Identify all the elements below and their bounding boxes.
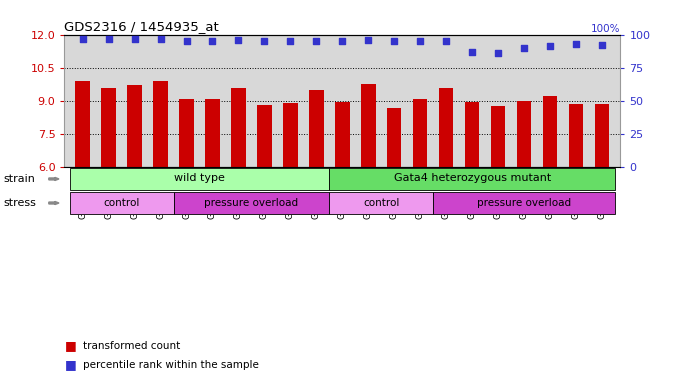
Bar [231, 88, 245, 167]
Point [155, 35, 166, 41]
Point [493, 50, 504, 56]
Text: GDS2316 / 1454935_at: GDS2316 / 1454935_at [64, 20, 219, 33]
Bar [127, 85, 142, 167]
Text: control: control [103, 197, 140, 207]
Bar [70, 192, 174, 214]
Point [571, 41, 582, 47]
Bar [283, 103, 298, 167]
Bar [258, 105, 272, 167]
Bar [330, 192, 433, 214]
Bar [361, 84, 376, 167]
Bar [330, 168, 615, 190]
Point [77, 35, 88, 41]
Text: transformed count: transformed count [83, 341, 180, 351]
Point [129, 35, 140, 41]
Bar [335, 102, 350, 167]
Text: percentile rank within the sample: percentile rank within the sample [83, 360, 259, 370]
Text: control: control [363, 197, 399, 207]
Point [285, 38, 296, 44]
Text: wild type: wild type [174, 174, 225, 184]
Bar [174, 192, 330, 214]
Bar [75, 81, 89, 167]
Point [311, 38, 322, 44]
Point [441, 38, 452, 44]
Bar [569, 104, 583, 167]
Bar [70, 168, 330, 190]
Point [103, 35, 114, 41]
Bar [439, 88, 454, 167]
Bar [387, 108, 401, 167]
Point [233, 37, 244, 43]
Bar [102, 88, 116, 167]
Bar [465, 102, 479, 167]
Point [519, 45, 530, 51]
Point [415, 38, 426, 44]
Bar [153, 81, 167, 167]
Point [363, 37, 374, 43]
Bar [205, 99, 220, 167]
Bar [309, 90, 323, 167]
Bar [491, 106, 505, 167]
Text: ■: ■ [64, 339, 76, 352]
Point [207, 38, 218, 44]
Point [389, 38, 400, 44]
Bar [413, 99, 427, 167]
Bar [595, 104, 610, 167]
Point [259, 38, 270, 44]
Text: Gata4 heterozygous mutant: Gata4 heterozygous mutant [394, 174, 551, 184]
Text: 100%: 100% [591, 24, 620, 34]
Text: pressure overload: pressure overload [204, 197, 298, 207]
Point [181, 38, 192, 44]
Point [467, 49, 478, 55]
Text: ■: ■ [64, 358, 76, 371]
Bar [543, 96, 557, 167]
Bar [433, 192, 615, 214]
Text: pressure overload: pressure overload [477, 197, 572, 207]
Bar [180, 99, 194, 167]
Bar [517, 101, 532, 167]
Text: strain: strain [3, 174, 35, 184]
Point [337, 38, 348, 44]
Point [545, 43, 556, 50]
Text: stress: stress [3, 198, 36, 208]
Point [597, 42, 607, 48]
